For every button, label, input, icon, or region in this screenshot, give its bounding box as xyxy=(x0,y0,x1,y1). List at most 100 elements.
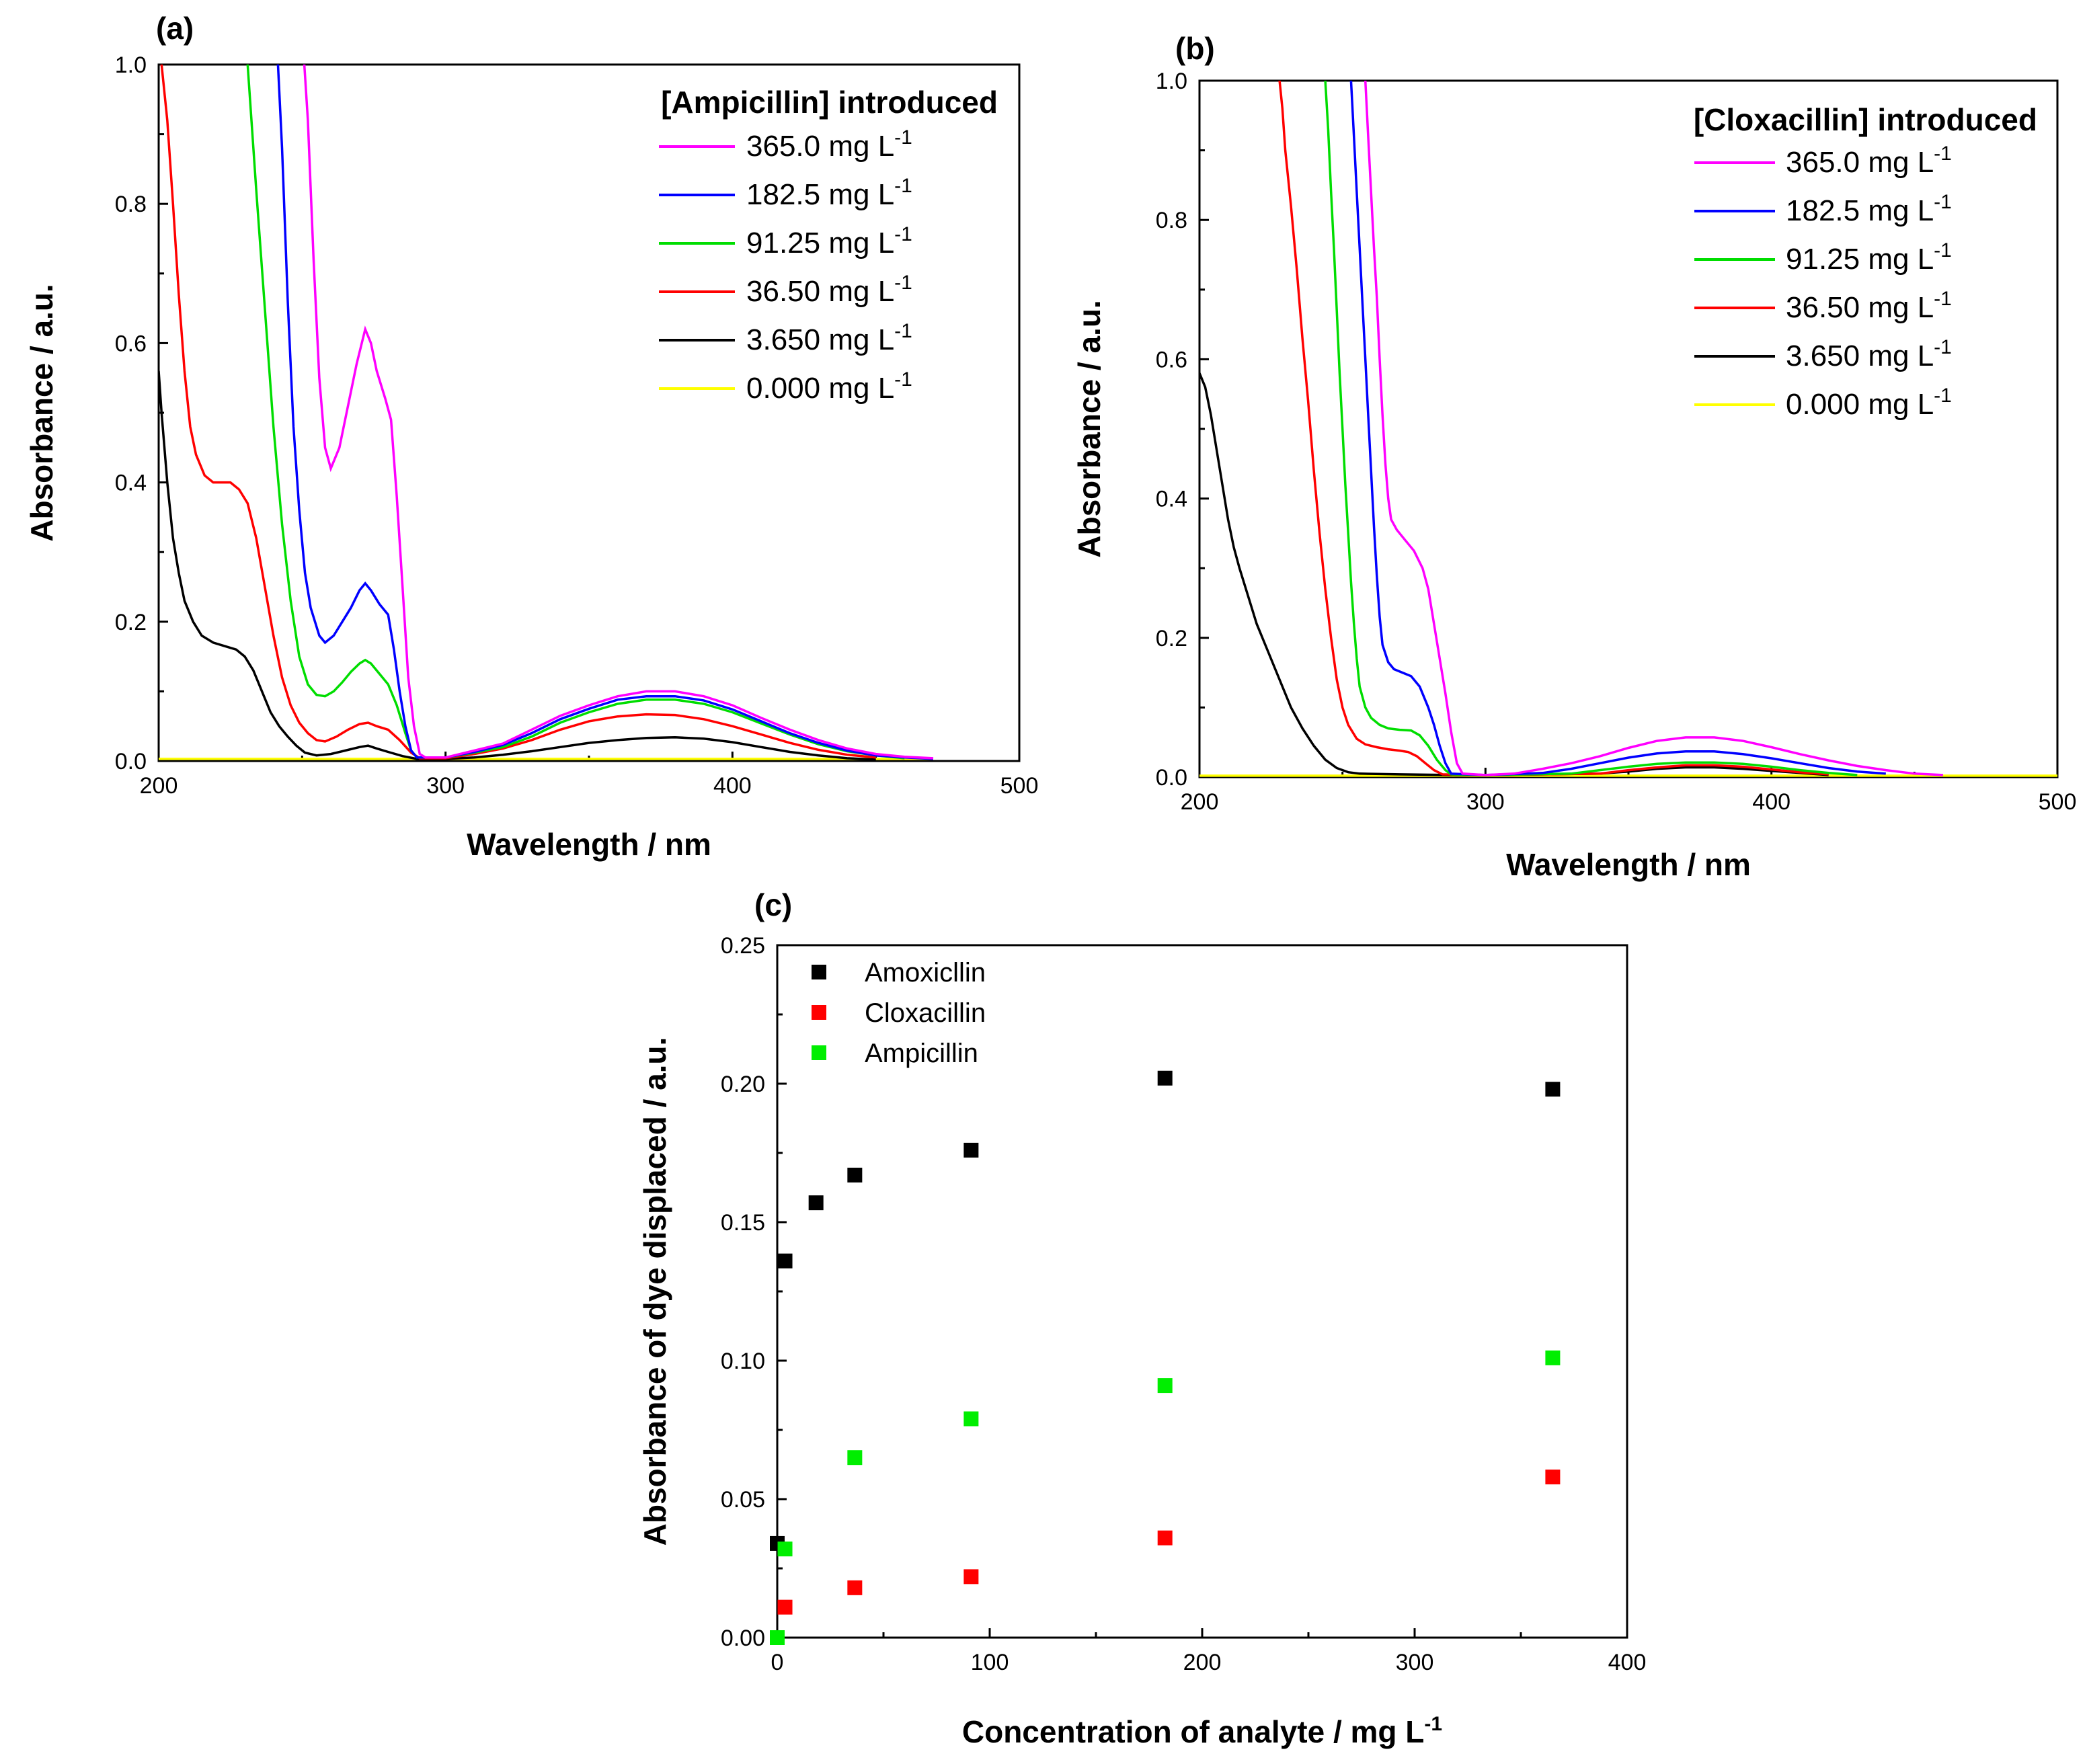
panel-b-legend-entry-space xyxy=(1860,243,1868,276)
panel-a-legend-entry-unit: mg L xyxy=(828,178,894,211)
panel-c-y-tick-label: 0.10 xyxy=(721,1349,765,1374)
panel-c-point-cloxacillin xyxy=(847,1580,863,1595)
panel-a-legend-entry-unit-sup: -1 xyxy=(894,368,912,391)
panel-b-x-axis-title-text: Wavelength / nm xyxy=(1506,847,1751,882)
panel-c-point-amoxicllin xyxy=(963,1142,979,1158)
panel-b-series-365-0-line xyxy=(1364,81,1943,776)
panel-c-point-ampicillin xyxy=(1545,1350,1561,1365)
panel-b-series-91-25-line xyxy=(1324,81,1858,776)
panel-a-legend-entry-space xyxy=(820,178,828,211)
panel-b-legend-entry-unit: mg L xyxy=(1868,146,1934,179)
panel-a-y-tick-label: 1.0 xyxy=(115,52,147,78)
panel-c-point-cloxacillin xyxy=(777,1599,793,1615)
panel-b-legend-entry-unit: mg L xyxy=(1868,339,1934,372)
panel-c-y-tick-label: 0.15 xyxy=(721,1210,765,1236)
panel-a-spectra-ampicillin: 200 300 400 500 0.0 0.2 0.4 0.6 0.8 1.0 (a) Wavelen… xyxy=(24,11,1038,862)
panel-a-series-91-25-line xyxy=(246,65,905,760)
panel-c-scatter-dye-displaced: 0 100 200 300 400 0.00 0.05 0.10 0.15 0.20 0.25 (c)… xyxy=(637,887,1646,1749)
panel-c-x-tick-label: 0 xyxy=(771,1650,784,1675)
panel-a-legend-entry-value: 0.000 xyxy=(746,372,820,405)
panel-c-y-tick-label: 0.20 xyxy=(721,1072,765,1097)
panel-b-y-tick-label: 0.4 xyxy=(1156,487,1187,512)
panel-b-legend-entry-unit-sup: -1 xyxy=(1934,336,1952,358)
panel-b-legend-entry-value: 182.5 xyxy=(1786,194,1860,227)
panel-b-panel-label: (b) xyxy=(1175,31,1215,66)
panel-b-legend-entry-unit: mg L xyxy=(1868,243,1934,276)
panel-b-y-tick-label: 0.8 xyxy=(1156,208,1187,233)
panel-b-legend-entry-space xyxy=(1860,388,1868,421)
panel-b-legend-entry-value: 91.25 xyxy=(1786,243,1860,276)
panel-b-legend-entry: 0.000 mg L-1 xyxy=(1786,385,1952,421)
panel-c-x-axis-title: Concentration of analyte / mg L-1 xyxy=(962,1713,1442,1749)
panel-b-legend-entry-value: 365.0 xyxy=(1786,146,1860,179)
panel-a-legend-entry-unit-sup: -1 xyxy=(894,126,912,149)
panel-b-x-tick-label: 500 xyxy=(2039,789,2077,815)
panel-c-x-tick-label: 100 xyxy=(971,1650,1009,1675)
panel-c-y-axis-title: Absorbance of dye displaced / a.u. xyxy=(637,1037,672,1546)
panel-a-legend-entry-space xyxy=(820,275,828,308)
panel-a-legend-entry-space xyxy=(820,372,828,405)
panel-a-x-tick-label: 500 xyxy=(1000,773,1039,799)
panel-c-panel-label: (c) xyxy=(754,887,792,922)
panel-a-series-182-5-line xyxy=(276,65,934,760)
panel-a-y-tick-label: 0.8 xyxy=(115,192,147,217)
panel-a-legend-entry: 0.000 mg L-1 xyxy=(746,368,912,405)
panel-b-y-tick-label: 0.2 xyxy=(1156,626,1187,651)
panel-a-legend-entry-space xyxy=(820,323,828,356)
panel-a-y-tick-label: 0.2 xyxy=(115,610,147,635)
panel-c-point-amoxicllin xyxy=(847,1167,863,1182)
panel-c-x-axis-title-sup: -1 xyxy=(1424,1713,1442,1735)
panel-b-legend-entry-unit-sup: -1 xyxy=(1934,239,1952,262)
panel-b-legend-entry-unit: mg L xyxy=(1868,194,1934,227)
panel-b-legend-entry: 91.25 mg L-1 xyxy=(1786,239,1952,276)
panel-b-series-36-50-line xyxy=(1278,81,1829,776)
panel-b-y-axis-title: Absorbance / a.u. xyxy=(1072,300,1107,557)
panel-a-legend-entry: 365.0 mg L-1 xyxy=(746,126,912,163)
panel-a-panel-label: (a) xyxy=(156,11,194,46)
panel-a-legend-entry: 91.25 mg L-1 xyxy=(746,223,912,259)
panel-b-legend-entry: 365.0 mg L-1 xyxy=(1786,143,1952,179)
panel-a-legend-entry: 36.50 mg L-1 xyxy=(746,272,912,308)
panel-b-series-182-5-line xyxy=(1349,81,1886,776)
panel-c-y-tick-label: 0.00 xyxy=(721,1626,765,1651)
panel-b-legend-entry-value: 0.000 xyxy=(1786,388,1860,421)
panel-c-point-ampicillin xyxy=(847,1450,863,1466)
panel-a-legend-entry-value: 36.50 xyxy=(746,275,820,308)
panel-c-point-amoxicllin xyxy=(1545,1082,1561,1097)
panel-a-x-tick-label: 400 xyxy=(713,773,752,799)
panel-b-legend-entry-value: 3.650 xyxy=(1786,339,1860,372)
panel-a-x-axis-title-text: Wavelength / nm xyxy=(467,827,711,862)
panel-c-point-cloxacillin xyxy=(1157,1530,1173,1546)
panel-b-legend-entry-unit: mg L xyxy=(1868,291,1934,324)
panel-a-x-axis-title: Wavelength / nm xyxy=(467,827,711,862)
panel-a-legend-entry: 3.650 mg L-1 xyxy=(746,320,912,356)
panel-a-legend-entry-unit: mg L xyxy=(828,323,894,356)
panel-c-point-amoxicllin xyxy=(777,1253,793,1269)
panel-a-legend-entry-unit: mg L xyxy=(828,227,894,259)
panel-b-y-tick-label: 0.0 xyxy=(1156,765,1187,791)
panel-a-legend-entry-unit: mg L xyxy=(828,372,894,405)
panel-a-legend-entry-unit-sup: -1 xyxy=(894,320,912,342)
panel-a-legend-entry-unit-sup: -1 xyxy=(894,272,912,294)
panel-b-legend-entry: 3.650 mg L-1 xyxy=(1786,336,1952,372)
panel-a-legend-entry-unit: mg L xyxy=(828,275,894,308)
panel-c-point-ampicillin xyxy=(963,1411,979,1427)
panel-c-point-amoxicllin xyxy=(1157,1070,1173,1086)
panel-b-legend-entry-value: 36.50 xyxy=(1786,291,1860,324)
panel-a-series-365-0-line xyxy=(303,65,934,760)
panel-a-series-3-650-line xyxy=(159,370,876,761)
panel-a-legend-entry-unit-sup: -1 xyxy=(894,223,912,245)
panel-a-legend-entry-unit-sup: -1 xyxy=(894,175,912,197)
panel-c-y-tick-label: 0.05 xyxy=(721,1487,765,1513)
panel-a-x-tick-label: 300 xyxy=(426,773,465,799)
panel-c-legend-marker-cloxacillin xyxy=(812,1005,826,1020)
panel-b-legend-entry-space xyxy=(1860,194,1868,227)
panel-b-spectra-cloxacillin: 200 300 400 500 0.0 0.2 0.4 0.6 0.8 1.0 (b) Wavelen… xyxy=(1072,31,2076,882)
panel-b-legend-title: [Cloxacillin] introduced xyxy=(1694,102,2037,137)
panel-b-legend-entry-unit-sup: -1 xyxy=(1934,191,1952,213)
panel-b-x-axis-title: Wavelength / nm xyxy=(1506,847,1751,882)
panel-c-point-ampicillin xyxy=(777,1541,793,1557)
panel-c-x-tick-label: 200 xyxy=(1183,1650,1222,1675)
panel-a-y-tick-label: 0.4 xyxy=(115,471,147,496)
